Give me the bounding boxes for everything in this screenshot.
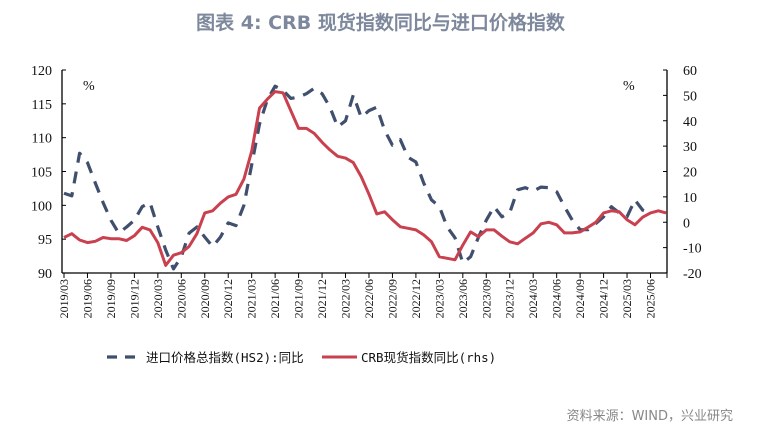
left-tick-label: 95 — [38, 233, 52, 248]
x-tick-label: 2024/06 — [550, 279, 564, 318]
source-note: 资料来源：WIND，兴业研究 — [566, 409, 733, 424]
right-tick-label: 30 — [683, 140, 697, 155]
x-tick-label: 2019/12 — [127, 279, 141, 318]
left-tick-label: 100 — [31, 199, 52, 214]
left-tick-label: 110 — [32, 132, 52, 147]
x-tick-label: 2019/03 — [57, 279, 71, 318]
right-tick-label: 40 — [683, 115, 697, 130]
x-tick-label: 2021/06 — [268, 279, 282, 318]
chart-title: 图表 4: CRB 现货指数同比与进口价格指数 — [196, 12, 565, 34]
right-tick-label: -10 — [683, 242, 702, 257]
x-tick-label: 2020/06 — [174, 279, 188, 318]
x-tick-label: 2022/06 — [362, 279, 376, 318]
x-tick-label: 2023/03 — [432, 279, 446, 318]
right-tick-label: 10 — [683, 191, 697, 206]
x-tick-label: 2024/09 — [573, 279, 587, 318]
left-tick-label: 115 — [32, 98, 52, 113]
x-tick-label: 2022/09 — [385, 279, 399, 318]
x-tick-label: 2023/09 — [479, 279, 493, 318]
x-tick-label: 2021/12 — [315, 279, 329, 318]
series-line-2 — [63, 90, 667, 267]
x-tick-label: 2025/06 — [644, 279, 658, 318]
x-tick-label: 2022/03 — [339, 279, 353, 318]
x-tick-label: 2019/09 — [104, 279, 118, 318]
x-tick-label: 2019/06 — [80, 279, 94, 318]
series-line-1 — [63, 84, 652, 271]
x-tick-label: 2023/06 — [456, 279, 470, 318]
x-tick-label: 2021/03 — [245, 279, 259, 318]
x-tick-label: 2025/03 — [620, 279, 634, 318]
x-tick-label: 2020/03 — [151, 279, 165, 318]
right-tick-label: 60 — [683, 64, 697, 79]
left-tick-label: 90 — [38, 267, 52, 282]
x-tick-label: 2021/09 — [292, 279, 306, 318]
x-tick-label: 2020/09 — [198, 279, 212, 318]
left-axis-unit: % — [83, 79, 95, 94]
legend-label-2: CRB现货指数同比(rhs) — [361, 350, 496, 365]
x-tick-label: 2023/12 — [503, 279, 517, 318]
x-tick-label: 2020/12 — [221, 279, 235, 318]
right-tick-label: 0 — [683, 216, 690, 231]
x-tick-label: 2022/12 — [409, 279, 423, 318]
left-tick-label: 120 — [31, 64, 52, 79]
right-tick-label: 20 — [683, 166, 697, 181]
x-tick-label: 2024/03 — [526, 279, 540, 318]
legend-label-1: 进口价格总指数(HS2):同比 — [146, 350, 304, 365]
left-tick-label: 105 — [31, 166, 52, 181]
x-tick-label: 2024/12 — [597, 279, 611, 318]
right-tick-label: 50 — [683, 89, 697, 104]
right-tick-label: -20 — [683, 267, 702, 282]
right-axis-unit: % — [623, 79, 635, 94]
